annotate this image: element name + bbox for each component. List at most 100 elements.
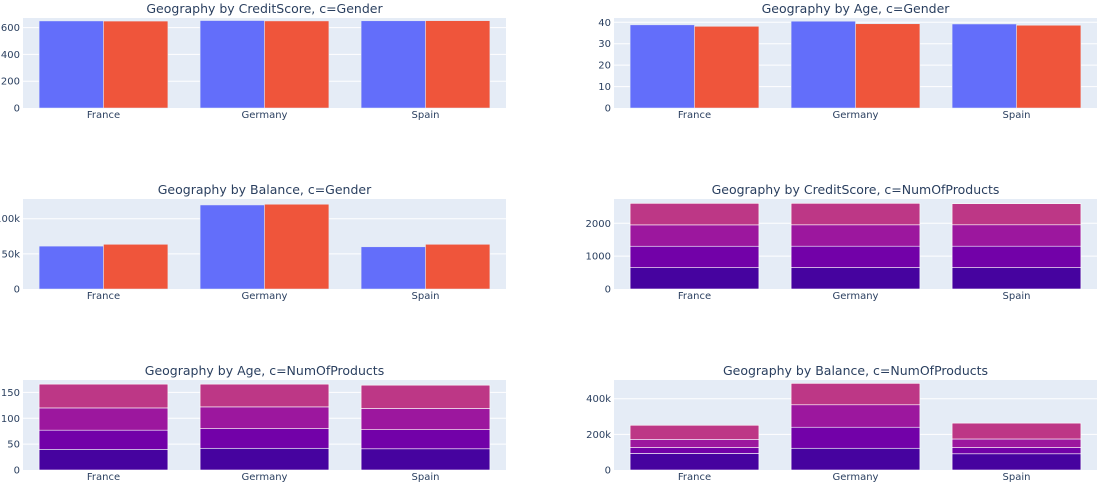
bar-segment bbox=[951, 267, 1082, 290]
bar bbox=[694, 26, 760, 109]
y-tick-label: 0 bbox=[605, 104, 611, 115]
bar-segment bbox=[790, 426, 921, 449]
bar bbox=[38, 20, 104, 109]
x-tick-label: Spain bbox=[1003, 110, 1031, 121]
y-tick-label: 400 bbox=[1, 50, 20, 61]
bar bbox=[425, 244, 491, 290]
x-tick-label: Germany bbox=[833, 291, 879, 302]
y-tick-label: 1000 bbox=[586, 252, 611, 263]
y-tick-label: 10 bbox=[598, 82, 611, 93]
bar-segment bbox=[38, 429, 169, 450]
subplot-1: 0 200 400 600 France Germany Spain Geography by… bbox=[1, 1, 506, 121]
bar bbox=[103, 244, 169, 290]
x-tick-label: France bbox=[678, 472, 711, 483]
bar-segment bbox=[629, 245, 760, 268]
y-tick-label: 400k bbox=[586, 394, 611, 405]
chart-title: Geography by CreditScore, c=Gender bbox=[146, 1, 383, 16]
bar bbox=[199, 20, 265, 109]
bar bbox=[855, 23, 921, 109]
bar-segment bbox=[790, 267, 921, 290]
x-tick-label: Spain bbox=[412, 472, 440, 483]
bar bbox=[425, 20, 491, 109]
y-tick-label: 0 bbox=[605, 466, 611, 477]
bar-segment bbox=[38, 407, 169, 431]
bar-segment bbox=[199, 447, 330, 471]
bar bbox=[38, 245, 104, 290]
bar-segment bbox=[629, 447, 760, 454]
bar-segment bbox=[790, 404, 921, 428]
bar bbox=[360, 20, 426, 109]
bar-segment bbox=[38, 449, 169, 471]
x-tick-label: France bbox=[87, 291, 120, 302]
bar-segment bbox=[629, 424, 760, 440]
y-tick-label: 0 bbox=[14, 466, 20, 477]
bar-segment bbox=[629, 224, 760, 247]
y-tick-label: 40 bbox=[598, 18, 611, 29]
bar-segment bbox=[629, 203, 760, 226]
x-tick-label: France bbox=[87, 110, 120, 121]
bar-segment bbox=[38, 383, 169, 409]
bar bbox=[360, 246, 426, 290]
bar-segment bbox=[951, 453, 1082, 471]
bar-segment bbox=[951, 447, 1082, 455]
y-tick-label: 50 bbox=[7, 440, 20, 451]
bar-segment bbox=[951, 203, 1082, 226]
bar-segment bbox=[199, 383, 330, 408]
y-tick-label: 600 bbox=[1, 23, 20, 34]
bar-segment bbox=[951, 438, 1082, 448]
bar bbox=[103, 20, 169, 109]
y-tick-label: 0 bbox=[14, 104, 20, 115]
bar-segment bbox=[790, 245, 921, 268]
bar-segment bbox=[629, 439, 760, 448]
bar bbox=[264, 20, 330, 109]
x-tick-label: Spain bbox=[1003, 472, 1031, 483]
bar-segment bbox=[629, 267, 760, 290]
y-tick-label: 2000 bbox=[586, 219, 611, 230]
bar bbox=[629, 24, 695, 109]
subplot-3: 0 50k 100k France Germany Spain Geography by B… bbox=[0, 182, 506, 302]
bar-segment bbox=[360, 408, 491, 430]
bar bbox=[1016, 25, 1082, 109]
y-tick-label: 200 bbox=[1, 77, 20, 88]
bar-segment bbox=[360, 429, 491, 450]
y-tick-label: 100 bbox=[1, 414, 20, 425]
y-tick-label: 50k bbox=[1, 249, 20, 260]
x-tick-label: Spain bbox=[1003, 291, 1031, 302]
y-tick-label: 0 bbox=[14, 285, 20, 296]
y-tick-label: 150 bbox=[1, 388, 20, 399]
chart-title: Geography by Balance, c=NumOfProducts bbox=[723, 363, 988, 378]
chart-title: Geography by CreditScore, c=NumOfProduct… bbox=[712, 182, 1000, 197]
x-tick-label: Germany bbox=[242, 110, 288, 121]
y-tick-label: 30 bbox=[598, 39, 611, 50]
bar-segment bbox=[951, 224, 1082, 247]
y-tick-label: 20 bbox=[598, 61, 611, 72]
x-tick-label: Germany bbox=[242, 472, 288, 483]
bar-segment bbox=[790, 224, 921, 247]
bar-segment bbox=[360, 448, 491, 471]
bar bbox=[264, 204, 330, 290]
bar bbox=[951, 23, 1017, 109]
bar-segment bbox=[951, 422, 1082, 440]
y-tick-label: 0 bbox=[605, 285, 611, 296]
subplot-5: 0 50 100 150 France Germany Spain Geography by … bbox=[1, 363, 506, 483]
bar-segment bbox=[199, 428, 330, 449]
chart-title: Geography by Balance, c=Gender bbox=[158, 182, 372, 197]
x-tick-label: France bbox=[678, 291, 711, 302]
bar-segment bbox=[629, 453, 760, 471]
bar-segment bbox=[360, 384, 491, 409]
bar-segment bbox=[790, 383, 921, 406]
subplot-2: 0 10 20 30 40 France Germany Spain Geography by … bbox=[598, 1, 1097, 121]
x-tick-label: Germany bbox=[833, 472, 879, 483]
chart-title: Geography by Age, c=NumOfProducts bbox=[145, 363, 384, 378]
x-tick-label: France bbox=[87, 472, 120, 483]
bar-segment bbox=[790, 447, 921, 471]
y-tick-label: 200k bbox=[586, 430, 611, 441]
chart-title: Geography by Age, c=Gender bbox=[762, 1, 951, 16]
x-tick-label: Germany bbox=[833, 110, 879, 121]
subplot-6: 0 200k 400k France Germany Spain Geography by … bbox=[586, 363, 1097, 483]
subplot-4: 0 1000 2000 France Germany Spain Geography by … bbox=[586, 182, 1097, 302]
x-tick-label: Spain bbox=[412, 110, 440, 121]
x-tick-label: Spain bbox=[412, 291, 440, 302]
bar-segment bbox=[790, 203, 921, 226]
